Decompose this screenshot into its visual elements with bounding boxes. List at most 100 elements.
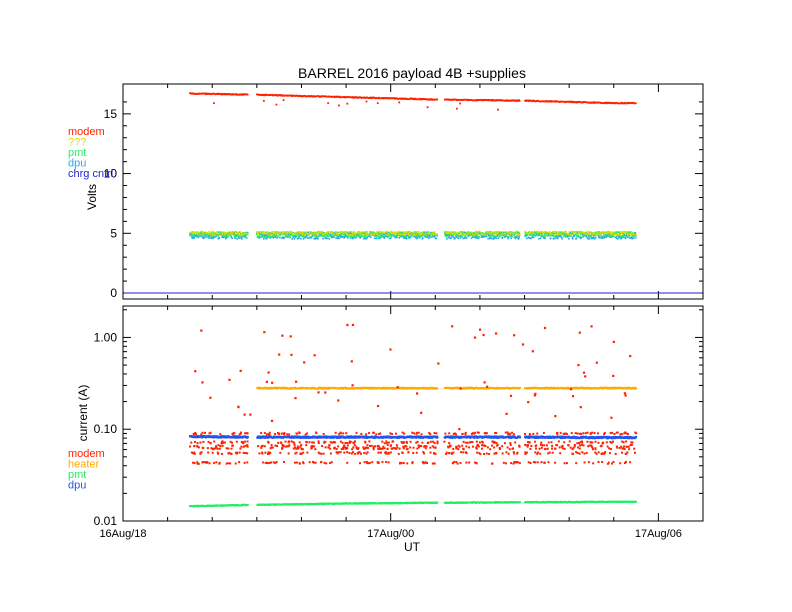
pmt-voltage-point bbox=[597, 234, 600, 236]
qqq-voltage-point bbox=[401, 230, 404, 233]
qqq-voltage-point bbox=[531, 231, 534, 233]
pmt-voltage-point bbox=[406, 234, 409, 237]
dpu-voltage-point bbox=[276, 237, 278, 239]
modem-voltage-point bbox=[554, 100, 556, 102]
qqq-voltage-point bbox=[202, 233, 205, 236]
qqq-voltage-point bbox=[473, 233, 476, 236]
pmt-voltage-point bbox=[381, 234, 384, 236]
dpu-voltage-point bbox=[221, 236, 223, 238]
pmt-voltage-point bbox=[410, 235, 413, 238]
qqq-voltage-point bbox=[275, 231, 278, 233]
qqq-voltage-point bbox=[397, 231, 399, 234]
qqq-voltage-point bbox=[447, 231, 449, 233]
modem-voltage-point bbox=[318, 95, 320, 97]
dpu-voltage-point bbox=[380, 234, 383, 237]
qqq-voltage-point bbox=[315, 231, 318, 234]
qqq-voltage-point bbox=[342, 231, 345, 234]
dpu-voltage-point bbox=[415, 237, 417, 239]
qqq-voltage-point bbox=[413, 233, 416, 235]
qqq-voltage-point bbox=[622, 233, 624, 236]
dpu-voltage-point bbox=[231, 237, 234, 240]
qqq-voltage-point bbox=[361, 233, 364, 236]
pmt-voltage-point bbox=[475, 233, 477, 236]
pmt-voltage-point bbox=[295, 235, 298, 238]
pmt-voltage-point bbox=[492, 234, 494, 236]
qqq-voltage-point bbox=[283, 233, 286, 236]
dpu-voltage-point bbox=[599, 236, 602, 239]
dpu-voltage-point bbox=[497, 237, 500, 240]
pmt-voltage-point bbox=[360, 235, 363, 237]
qqq-voltage-point bbox=[279, 231, 281, 234]
pmt-voltage-point bbox=[444, 235, 447, 237]
dpu-voltage-point bbox=[631, 237, 634, 239]
pmt-voltage-point bbox=[628, 236, 630, 238]
dpu-voltage-point bbox=[302, 238, 305, 240]
pmt-voltage-point bbox=[370, 231, 373, 233]
dpu-current-point bbox=[258, 436, 261, 439]
dpu-voltage-point bbox=[396, 236, 398, 239]
dpu-voltage-point bbox=[238, 237, 240, 240]
dpu-voltage-point bbox=[468, 234, 471, 237]
qqq-voltage-point bbox=[596, 233, 599, 236]
pmt-voltage-point bbox=[577, 235, 579, 238]
qqq-voltage-point bbox=[291, 232, 293, 235]
pmt-voltage-point bbox=[265, 235, 267, 238]
dpu-voltage-point bbox=[540, 232, 543, 234]
pmt-voltage-point bbox=[590, 235, 592, 237]
dpu-voltage-point bbox=[485, 235, 488, 238]
pmt-voltage-point bbox=[378, 236, 381, 238]
dpu-voltage-point bbox=[244, 234, 247, 237]
modem-voltage-point bbox=[570, 100, 572, 103]
qqq-voltage-point bbox=[599, 231, 602, 234]
y-tick-label: 5 bbox=[110, 226, 117, 240]
dpu-voltage-point bbox=[554, 237, 556, 240]
pmt-voltage-point bbox=[347, 235, 350, 238]
pmt-voltage-point bbox=[576, 231, 579, 234]
pmt-voltage-point bbox=[585, 231, 587, 234]
heater-current-point bbox=[317, 387, 320, 390]
dpu-voltage-point bbox=[373, 237, 376, 239]
qqq-voltage-point bbox=[495, 234, 498, 236]
qqq-voltage-point bbox=[229, 232, 231, 235]
dpu-voltage-point bbox=[543, 237, 545, 239]
dpu-voltage-point bbox=[524, 233, 527, 235]
pmt-voltage-point bbox=[559, 234, 561, 237]
qqq-voltage-point bbox=[567, 232, 569, 235]
dpu-voltage-point bbox=[525, 237, 528, 240]
dpu-voltage-point bbox=[207, 235, 210, 238]
qqq-voltage-point bbox=[213, 231, 216, 234]
qqq-voltage-point bbox=[471, 232, 474, 234]
qqq-voltage-point bbox=[635, 233, 637, 236]
pmt-voltage-point bbox=[483, 236, 485, 238]
qqq-voltage-point bbox=[221, 233, 224, 236]
modem-voltage-point bbox=[570, 101, 573, 104]
pmt-voltage-point bbox=[508, 236, 510, 238]
qqq-voltage-point bbox=[410, 231, 412, 234]
qqq-voltage-point bbox=[263, 232, 266, 234]
qqq-voltage-point bbox=[561, 230, 563, 233]
pmt-voltage-point bbox=[373, 234, 375, 237]
modem-voltage-point bbox=[246, 93, 249, 96]
dpu-voltage-point bbox=[531, 236, 533, 239]
qqq-voltage-point bbox=[196, 232, 199, 235]
dpu-voltage-point bbox=[338, 237, 341, 240]
dpu-voltage-point bbox=[449, 237, 451, 240]
dpu-voltage-point bbox=[635, 236, 637, 239]
dpu-voltage-point bbox=[538, 238, 540, 240]
dpu-voltage-point bbox=[329, 233, 332, 236]
pmt-voltage-point bbox=[488, 232, 491, 234]
qqq-voltage-point bbox=[491, 232, 493, 235]
qqq-voltage-point bbox=[570, 230, 573, 233]
dpu-voltage-point bbox=[430, 236, 433, 239]
dpu-voltage-point bbox=[573, 235, 576, 237]
dpu-voltage-point bbox=[317, 238, 319, 240]
pmt-voltage-point bbox=[389, 233, 392, 236]
qqq-voltage-point bbox=[358, 231, 361, 233]
modem-voltage-point bbox=[413, 97, 416, 100]
dpu-current-point bbox=[257, 435, 260, 438]
dpu-voltage-point bbox=[326, 237, 328, 240]
pmt-voltage-point bbox=[200, 234, 203, 236]
qqq-voltage-point bbox=[195, 231, 198, 234]
qqq-voltage-point bbox=[350, 234, 352, 236]
legend-entry: dpu bbox=[68, 158, 86, 170]
